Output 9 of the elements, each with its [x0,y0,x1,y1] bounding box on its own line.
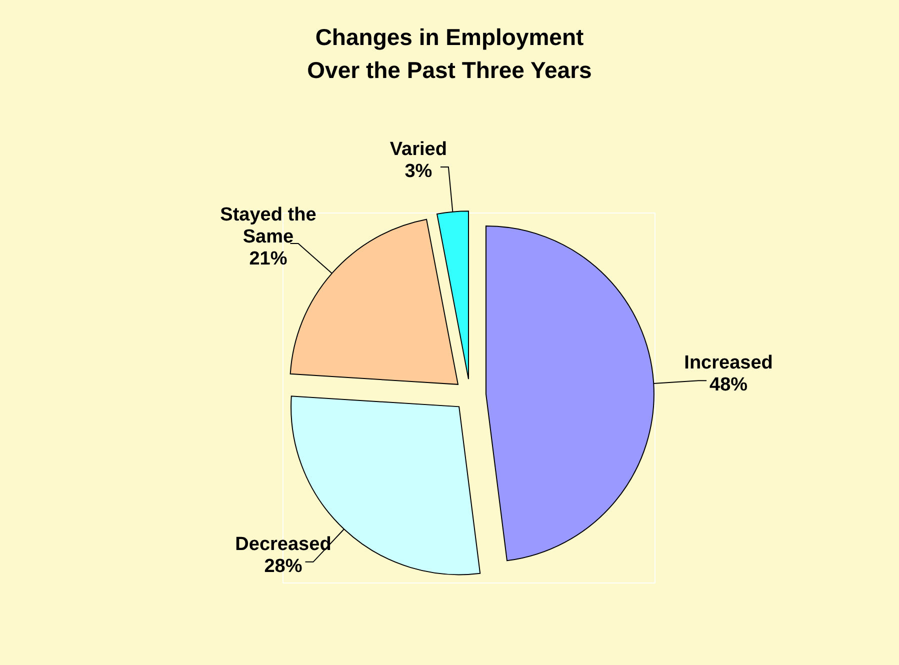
chart-title: Changes in Employment Over the Past Three Years [307,24,592,83]
data-label: 3% [404,161,432,182]
data-label: 28% [264,556,302,577]
slice-label: Decreased [235,534,332,555]
slice-label: Varied [390,139,447,160]
data-label: 21% [249,248,288,270]
data-label: 48% [710,374,748,396]
slice-label: Increased [684,352,773,374]
slice-label: Stayed the Same [220,204,316,248]
